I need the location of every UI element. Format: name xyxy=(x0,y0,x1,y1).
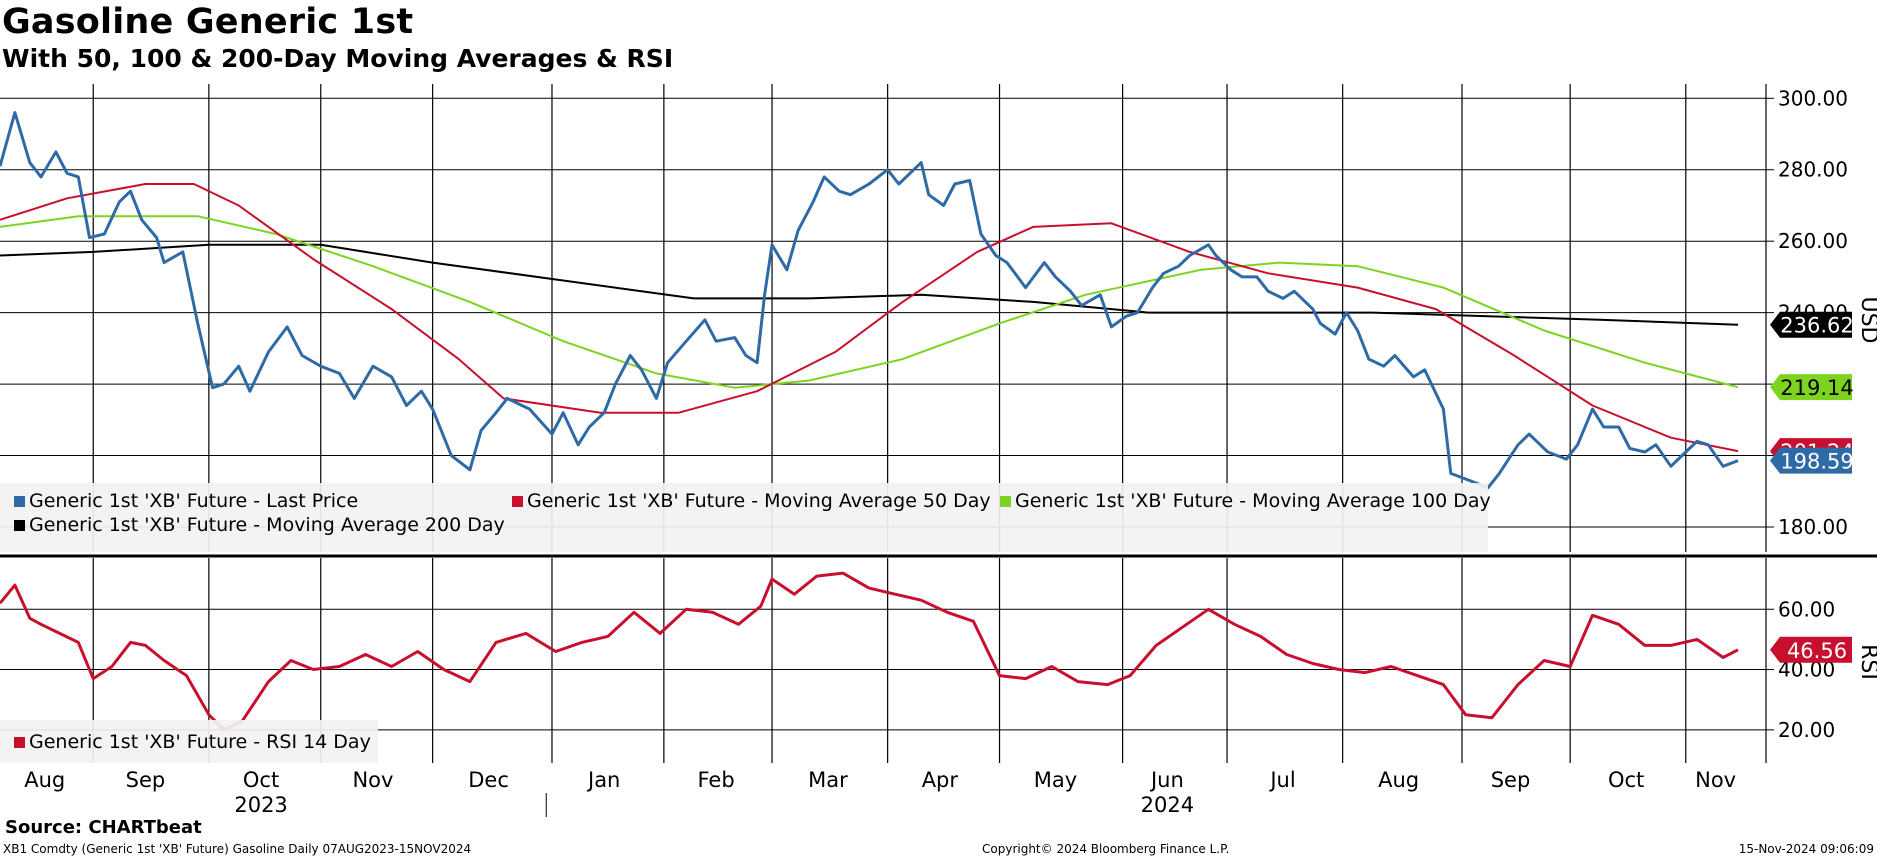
x-month-label: Mar xyxy=(808,768,848,792)
x-month-label: Sep xyxy=(1491,768,1531,792)
y-tick-label: 180.00 xyxy=(1778,515,1848,539)
legend-label: Generic 1st 'XB' Future - Moving Average… xyxy=(1015,490,1491,512)
ma50-line xyxy=(0,183,1739,453)
x-month-label: Aug xyxy=(24,768,65,792)
ma200-line xyxy=(0,243,1739,326)
x-month-label: Nov xyxy=(1695,768,1736,792)
x-month-label: Oct xyxy=(243,768,279,792)
x-month-label: Oct xyxy=(1608,768,1644,792)
x-month-label: Nov xyxy=(352,768,393,792)
chart-grid xyxy=(0,84,1766,763)
tag-ma200-text: 236.62 xyxy=(1780,314,1853,338)
ma100-line xyxy=(0,215,1739,389)
legend-swatch xyxy=(14,737,25,748)
x-month-label: Jun xyxy=(1149,768,1184,792)
tag-ma100-text: 219.14 xyxy=(1780,376,1853,400)
x-month-label: Dec xyxy=(468,768,509,792)
chart-title: Gasoline Generic 1st xyxy=(2,2,414,42)
y-axis-title: USD xyxy=(1856,296,1877,343)
x-month-label: Sep xyxy=(126,768,166,792)
copyright-notice: Copyright© 2024 Bloomberg Finance L.P. xyxy=(982,842,1230,856)
y-tick-label: 60.00 xyxy=(1778,597,1835,621)
y-tick-label: 260.00 xyxy=(1778,229,1848,253)
chart-subtitle: With 50, 100 & 200-Day Moving Averages &… xyxy=(2,44,674,73)
legend-box xyxy=(0,720,378,763)
tag-rsi-text: 46.56 xyxy=(1787,639,1847,663)
tag-ma100 xyxy=(1770,374,1852,401)
x-month-label: Feb xyxy=(697,768,734,792)
source-label: Source: CHARTbeat xyxy=(5,817,202,838)
legend-label: Generic 1st 'XB' Future - Moving Average… xyxy=(527,490,991,512)
legend-swatch xyxy=(14,496,25,507)
x-month-label: Jul xyxy=(1268,768,1295,792)
tag-last-price-text: 198.59 xyxy=(1780,450,1853,474)
chart-legends: Generic 1st 'XB' Future - Last Price Gene… xyxy=(0,483,1491,763)
legend-swatch xyxy=(512,496,523,507)
ticker-description: XB1 Comdty (Generic 1st 'XB' Future) Gas… xyxy=(3,842,472,856)
tag-ma200 xyxy=(1770,311,1852,338)
legend-label: Generic 1st 'XB' Future - Moving Average… xyxy=(29,514,505,536)
legend-label: Generic 1st 'XB' Future - RSI 14 Day xyxy=(29,731,371,753)
x-month-label: Jan xyxy=(586,768,620,792)
x-year-label: 2023 xyxy=(234,793,287,817)
chart-axes: 180.00200.00220.00240.00260.00280.00300.… xyxy=(0,84,1877,817)
rsi-line xyxy=(0,571,1739,732)
timestamp: 15-Nov-2024 09:06:09 xyxy=(1738,842,1874,856)
legend-box xyxy=(0,483,1488,552)
chart-series xyxy=(0,111,1739,732)
x-year-label: 2024 xyxy=(1141,793,1194,817)
last-price-line xyxy=(0,111,1739,490)
y-tick-label: 20.00 xyxy=(1778,718,1835,742)
y-tick-label: 280.00 xyxy=(1778,158,1848,182)
x-month-label: Apr xyxy=(922,768,959,792)
legend-swatch xyxy=(1000,496,1011,507)
x-month-label: Aug xyxy=(1378,768,1419,792)
x-month-label: May xyxy=(1034,768,1077,792)
legend-label: Generic 1st 'XB' Future - Last Price xyxy=(29,490,358,512)
tag-last-price xyxy=(1770,447,1852,474)
y-axis-title: RSI xyxy=(1856,644,1877,680)
y-tick-label: 300.00 xyxy=(1778,86,1848,110)
tag-rsi xyxy=(1770,636,1852,663)
legend-swatch xyxy=(14,520,25,531)
